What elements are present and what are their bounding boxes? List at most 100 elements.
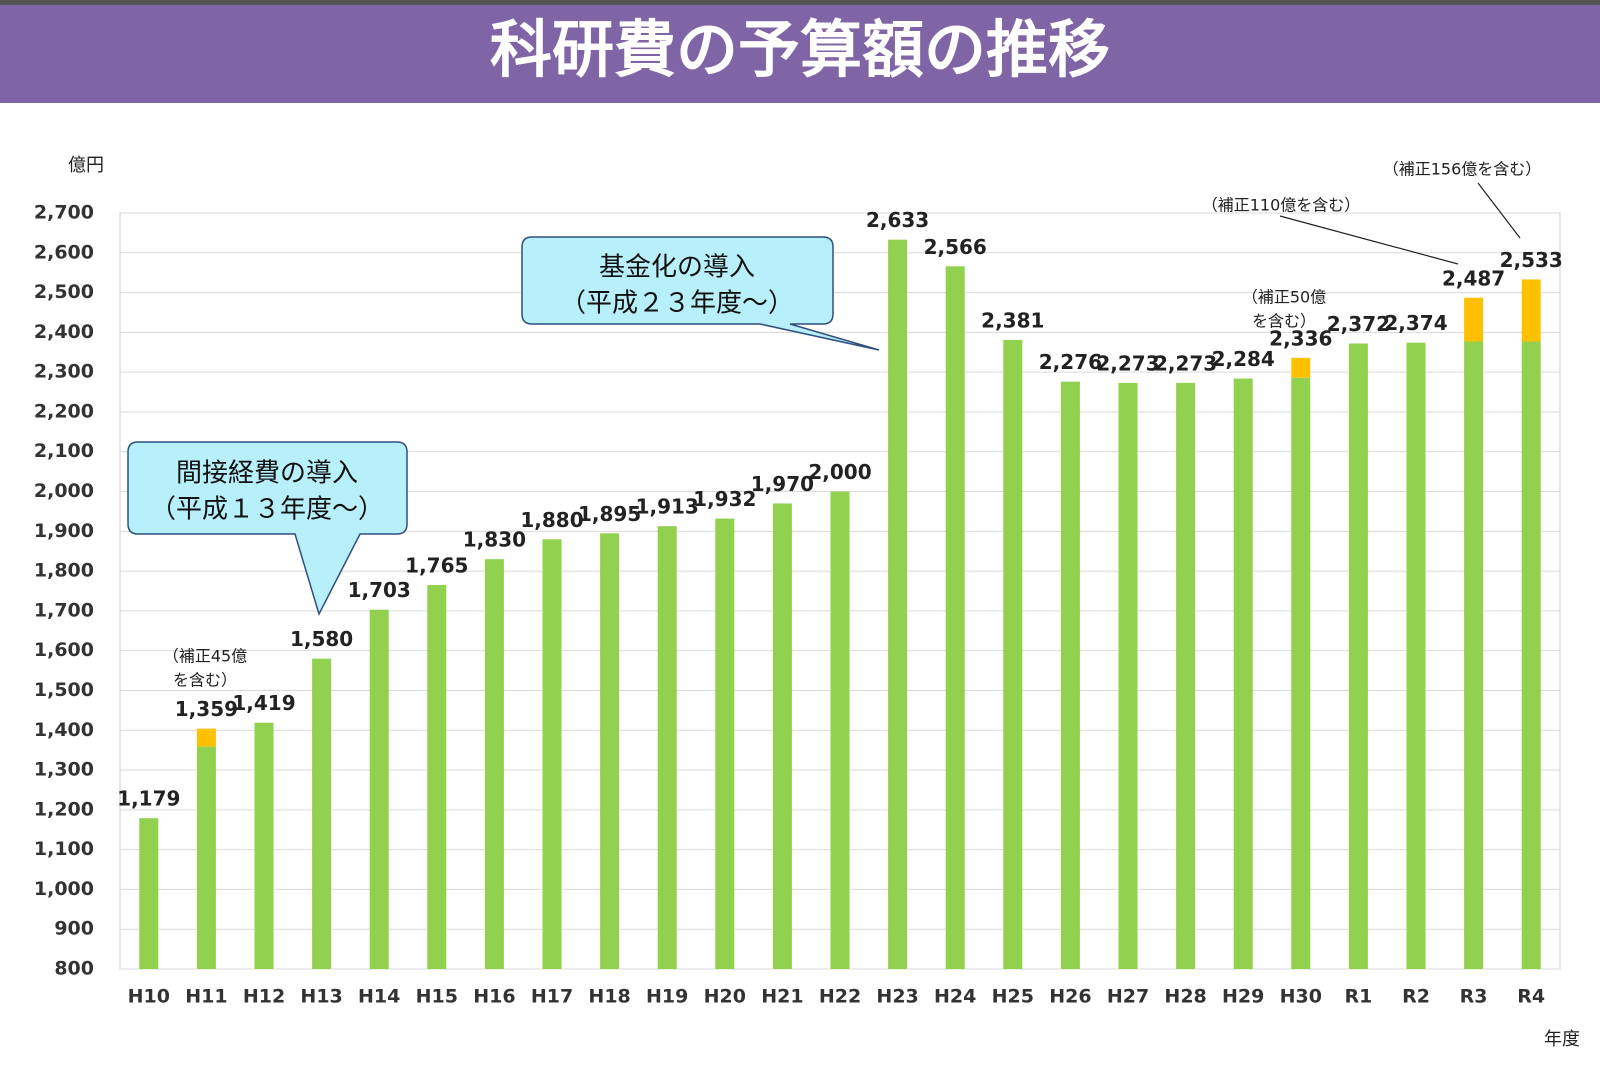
data-label: 1,580 [290, 627, 353, 651]
y-tick-label: 2,400 [34, 321, 94, 343]
data-label: 1,830 [463, 528, 526, 552]
data-label: 1,880 [520, 508, 583, 532]
bar-segment [1060, 381, 1080, 969]
bar-segment [600, 533, 620, 969]
note: を含む） [173, 671, 237, 690]
bar-segment [945, 266, 965, 970]
data-label: 2,533 [1500, 248, 1563, 272]
header-band [0, 5, 1600, 103]
x-tick-label: H17 [531, 986, 573, 1008]
y-tick-label: 2,700 [34, 202, 94, 224]
bar-segment [542, 539, 562, 969]
leader-line [1279, 215, 1459, 265]
callout-text: （平成２３年度～） [560, 289, 794, 319]
note: を含む） [1252, 312, 1316, 331]
x-tick-label: H25 [992, 986, 1034, 1008]
y-tick-label: 2,500 [34, 281, 94, 303]
data-label: 2,336 [1269, 326, 1332, 350]
x-tick-label: H16 [473, 986, 515, 1008]
y-tick-label: 1,100 [34, 838, 94, 860]
bar-segment [196, 746, 216, 969]
data-label: 1,179 [117, 787, 180, 811]
callout: 基金化の導入 （平成２３年度～） [521, 236, 880, 351]
bar-segment [312, 658, 332, 969]
chart-title: 科研費の予算額の推移 [490, 13, 1110, 86]
y-tick-label: 2,600 [34, 241, 94, 263]
data-label: 1,703 [348, 578, 411, 602]
x-tick-label: H27 [1107, 986, 1149, 1008]
x-tick-label: H14 [358, 986, 400, 1008]
data-label: 1,765 [405, 554, 468, 578]
bar-segment [484, 559, 504, 969]
data-label: 2,381 [981, 308, 1044, 332]
y-tick-label: 1,900 [34, 520, 94, 542]
note: （補正45億 [163, 647, 247, 666]
data-label: 1,970 [751, 472, 814, 496]
data-label: 2,487 [1442, 266, 1505, 290]
callout: 間接経費の導入 （平成１３年度～） [127, 441, 408, 617]
bar-segment [1464, 341, 1484, 969]
x-tick-label: H22 [819, 986, 861, 1008]
bar-segment [830, 491, 850, 969]
y-tick-label: 1,000 [34, 878, 94, 900]
y-tick-label: 1,700 [34, 599, 94, 621]
x-tick-label: H23 [876, 986, 918, 1008]
y-tick-label: 1,400 [34, 719, 94, 741]
data-label: 1,895 [578, 502, 641, 526]
note: （補正110億を含む） [1202, 196, 1361, 215]
data-label: 2,566 [924, 235, 987, 259]
bar-segment [657, 526, 677, 969]
bar-segment [1406, 342, 1426, 969]
x-tick-label: R3 [1460, 986, 1488, 1008]
callout-box [127, 441, 408, 617]
x-tick-label: H21 [761, 986, 803, 1008]
data-label: 2,633 [866, 208, 929, 232]
x-tick-label: H24 [934, 986, 976, 1008]
x-tick-label: H26 [1049, 986, 1091, 1008]
bar-segment [196, 728, 216, 747]
data-label: 1,419 [232, 691, 295, 715]
callout-text: 基金化の導入 [599, 253, 755, 283]
y-tick-label: 900 [54, 918, 94, 940]
bar-segment [1291, 377, 1311, 970]
note: （補正50億 [1242, 288, 1326, 307]
y-tick-label: 800 [54, 958, 94, 980]
y-tick-label: 2,100 [34, 440, 94, 462]
data-label: 2,273 [1154, 351, 1217, 375]
bar-segment [254, 722, 274, 969]
leader-line [1477, 182, 1521, 239]
bar-segment [888, 239, 908, 970]
x-tick-label: H12 [243, 986, 285, 1008]
data-label: 1,359 [175, 697, 238, 721]
bar-segment [139, 818, 159, 969]
y-tick-label: 2,000 [34, 480, 94, 502]
x-tick-label: H11 [185, 986, 227, 1008]
y-tick-label: 1,600 [34, 639, 94, 661]
callout-box [521, 236, 880, 351]
x-tick-label: R2 [1402, 986, 1430, 1008]
x-tick-label: H13 [300, 986, 342, 1008]
top-strip [0, 0, 1600, 5]
y-tick-label: 1,200 [34, 798, 94, 820]
bar-segment [1521, 279, 1541, 342]
bar-segment [1291, 357, 1311, 378]
bar-segment [1521, 341, 1541, 969]
x-tick-label: R4 [1517, 986, 1545, 1008]
x-tick-label: H28 [1164, 986, 1206, 1008]
plot: 800 900 1,000 1,100 1,200 1,300 1,400 1,500 1,60… [34, 202, 1563, 1008]
bar-segment [715, 518, 735, 969]
x-axis-label: 年度 [1544, 1029, 1580, 1050]
bar-segment [1348, 343, 1368, 969]
callout-text: 間接経費の導入 [176, 459, 358, 489]
bar-segment [1176, 382, 1196, 969]
data-label: 2,276 [1039, 350, 1102, 374]
y-tick-label: 1,500 [34, 679, 94, 701]
x-tick-label: H18 [588, 986, 630, 1008]
data-label: 1,913 [636, 495, 699, 519]
data-label: 2,000 [808, 460, 871, 484]
y-tick-label: 1,800 [34, 560, 94, 582]
x-tick-label: R1 [1344, 986, 1372, 1008]
bar-segment [1118, 382, 1138, 969]
data-label: 2,374 [1384, 311, 1447, 335]
